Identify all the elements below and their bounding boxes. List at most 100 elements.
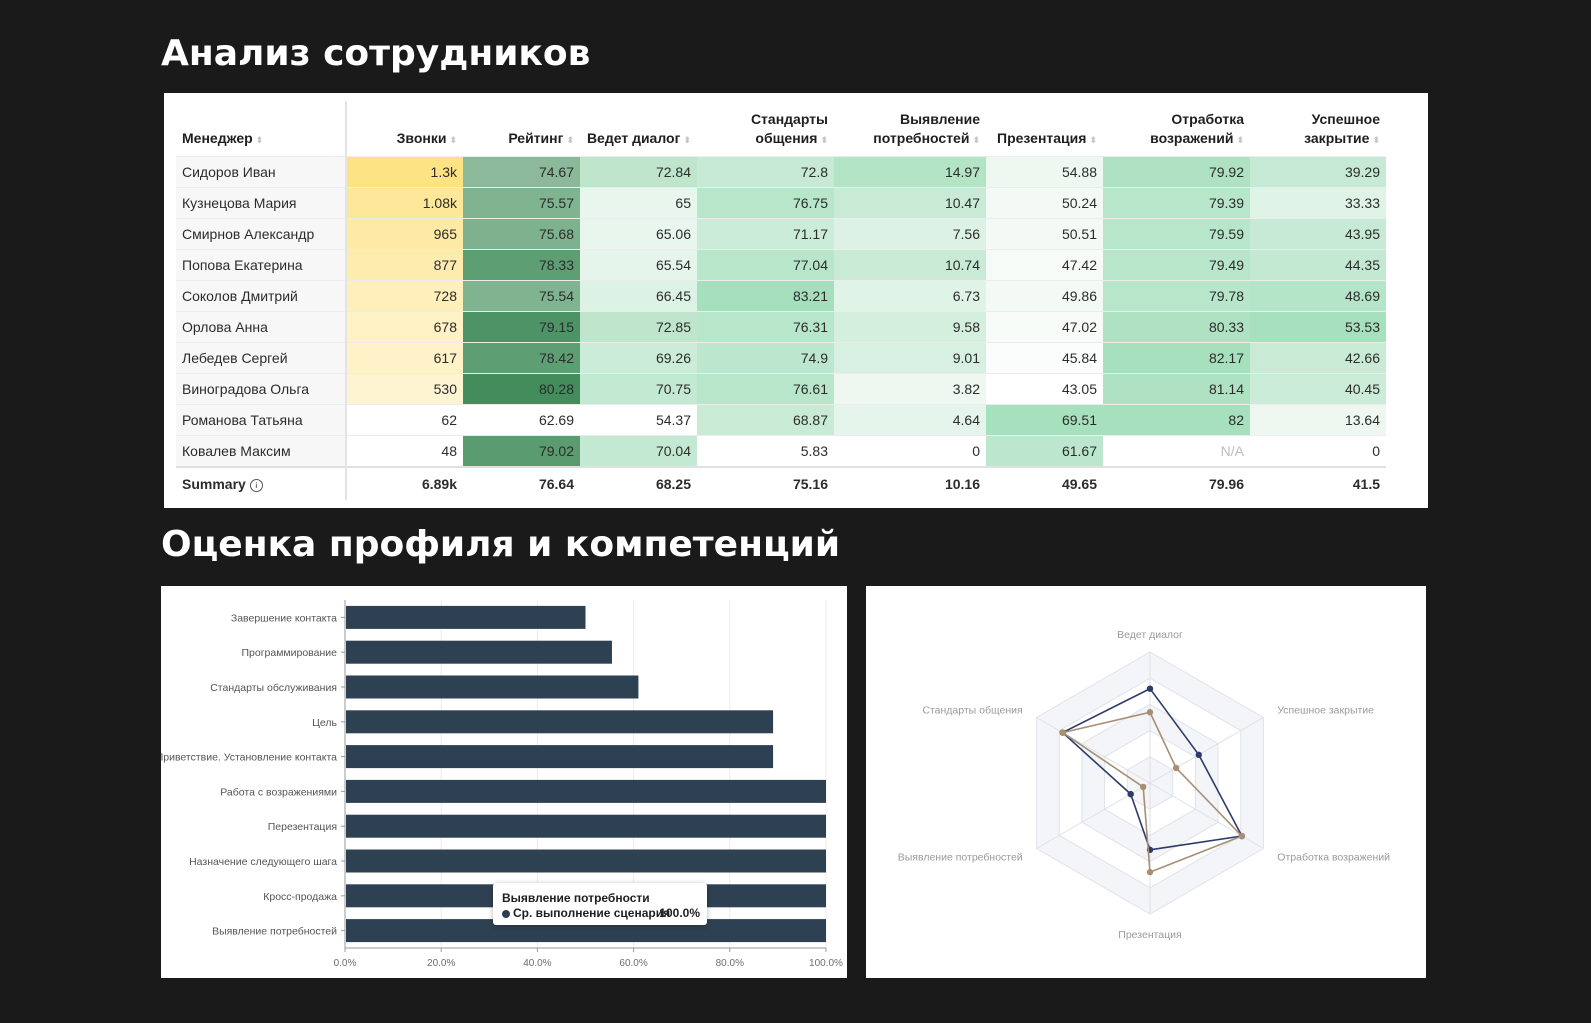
- table-cell: 62: [346, 404, 463, 436]
- bar-chart: 0.0% 20.0% 40.0% 60.0% 80.0% 100.0% Завершение…: [156, 600, 843, 969]
- table-row[interactable]: Виноградова Ольга 530 80.28 70.75 76.61 3.82 4…: [176, 373, 1386, 405]
- sort-icon[interactable]: ⬍: [255, 135, 264, 145]
- tooltip-series: Ср. выполнение сценария: [513, 906, 671, 920]
- table-cell: 80.33: [1103, 311, 1250, 343]
- bar: [346, 640, 612, 664]
- sort-icon[interactable]: ⬍: [1089, 135, 1097, 145]
- table-cell: 33.33: [1250, 187, 1386, 219]
- table-cell: 79.59: [1103, 218, 1250, 250]
- y-category-label: Завершение контакта: [231, 612, 337, 624]
- summary-cell: 76.64: [463, 466, 580, 500]
- bar: [346, 710, 774, 734]
- table-cell: 81.14: [1103, 373, 1250, 405]
- bar: [346, 745, 774, 769]
- section-title-profile: Оценка профиля и компетенций: [161, 524, 841, 565]
- radar-point: [1146, 685, 1154, 692]
- manager-name: Виноградова Ольга: [176, 373, 347, 405]
- table-row[interactable]: Романова Татьяна 62 62.69 54.37 68.87 4.64 69.…: [176, 404, 1386, 436]
- manager-name: Лебедев Сергей: [176, 342, 347, 374]
- table-cell: 77.04: [697, 249, 834, 281]
- table-cell: 75.68: [463, 218, 580, 250]
- manager-name: Соколов Дмитрий: [176, 280, 347, 312]
- column-header-label: Менеджер: [182, 130, 253, 146]
- column-header-label: закрытие: [1304, 130, 1370, 146]
- column-header-5[interactable]: Выявление потребностей ⬍: [834, 101, 986, 157]
- y-category-label: Программирование: [241, 647, 337, 659]
- sort-icon[interactable]: ⬍: [1236, 135, 1244, 145]
- radar-axis: [1036, 717, 1151, 784]
- x-tick-label: 40.0%: [523, 958, 551, 969]
- sort-icon[interactable]: ⬍: [1372, 135, 1380, 145]
- summary-cell: 79.96: [1103, 466, 1250, 500]
- y-category-label: Приветствие. Установление контакта: [161, 752, 337, 764]
- table-cell: 4.64: [834, 404, 986, 436]
- column-header-label: Презентация: [997, 130, 1087, 146]
- x-tick-label: 60.0%: [619, 958, 647, 969]
- table-row[interactable]: Смирнов Александр 965 75.68 65.06 71.17 7.56 5…: [176, 218, 1386, 250]
- series-dot-icon: [502, 909, 510, 918]
- summary-row: Summary i 6.89k 76.64 68.25 75.16 10.16 49.65 79…: [176, 466, 1386, 500]
- tooltip-row: Ср. выполнение сценария 100.0%: [502, 906, 700, 920]
- sort-icon[interactable]: ⬍: [683, 135, 691, 145]
- table-cell: 66.45: [580, 280, 697, 312]
- x-tick-label: 100.0%: [809, 958, 843, 969]
- table-row[interactable]: Лебедев Сергей 617 78.42 69.26 74.9 9.01 45.84…: [176, 342, 1386, 374]
- x-tick-label: 20.0%: [427, 958, 455, 969]
- sort-icon[interactable]: ⬍: [449, 135, 457, 145]
- table-cell: 76.31: [697, 311, 834, 343]
- bar-chart-panel: 0.0% 20.0% 40.0% 60.0% 80.0% 100.0% Завершение…: [156, 586, 847, 978]
- y-category-label: Цель: [312, 717, 337, 729]
- table-row[interactable]: Ковалев Максим 48 79.02 70.04 5.83 0 61.67 N/A 0: [176, 435, 1386, 467]
- table-cell: 0: [834, 435, 986, 467]
- y-category-label: Перезентация: [268, 821, 337, 833]
- column-header-2[interactable]: Рейтинг ⬍: [463, 101, 580, 157]
- table-cell: 5.83: [697, 435, 834, 467]
- column-header-8[interactable]: Успешное закрытие ⬍: [1250, 101, 1386, 157]
- table-row[interactable]: Орлова Анна 678 79.15 72.85 76.31 9.58 47.02 80…: [176, 311, 1386, 343]
- column-header-1[interactable]: Звонки ⬍: [346, 101, 463, 157]
- table-row[interactable]: Соколов Дмитрий 728 75.54 66.45 83.21 6.73 49.…: [176, 280, 1386, 312]
- radar-point: [1139, 783, 1147, 791]
- x-tick-label: 80.0%: [716, 958, 744, 969]
- table-cell: 65: [580, 187, 697, 219]
- summary-cell: 49.65: [986, 466, 1103, 500]
- column-header-label: Рейтинг: [508, 130, 564, 146]
- column-header-3[interactable]: Ведет диалог ⬍: [580, 101, 697, 157]
- radar-point: [1059, 729, 1066, 736]
- table-row[interactable]: Кузнецова Мария 1.08k 75.57 65 76.75 10.47 50.…: [176, 187, 1386, 219]
- column-header-4[interactable]: Стандарты общения ⬍: [697, 101, 834, 157]
- table-cell: 40.45: [1250, 373, 1386, 405]
- info-icon[interactable]: i: [249, 478, 263, 492]
- table-cell: 71.17: [697, 218, 834, 250]
- column-header-label: Ведет диалог: [586, 130, 681, 146]
- sort-icon[interactable]: ⬍: [566, 135, 574, 145]
- column-header-7[interactable]: Отработка возражений ⬍: [1103, 101, 1250, 157]
- table-cell: 53.53: [1250, 311, 1386, 343]
- table-cell: 76.61: [697, 373, 834, 405]
- table-cell: 69.51: [986, 404, 1103, 436]
- table-row[interactable]: Попова Екатерина 877 78.33 65.54 77.04 10.74 4…: [176, 249, 1386, 281]
- radar-point: [1146, 868, 1154, 876]
- table-cell: 75.57: [463, 187, 580, 219]
- manager-name: Ковалев Максим: [176, 435, 347, 467]
- bar: [346, 814, 826, 838]
- table-cell: 728: [346, 280, 463, 312]
- bar: [346, 919, 826, 943]
- table-cell: 42.66: [1250, 342, 1386, 374]
- table-row[interactable]: Сидоров Иван 1.3k 74.67 72.84 72.8 14.97 54.88…: [176, 156, 1386, 188]
- sort-icon[interactable]: ⬍: [972, 135, 980, 145]
- table-cell: 0: [1250, 435, 1386, 467]
- table-cell: 70.75: [580, 373, 697, 405]
- manager-name: Попова Екатерина: [176, 249, 347, 281]
- summary-cell: 75.16: [697, 466, 834, 500]
- column-header-0[interactable]: Менеджер ⬍: [176, 101, 347, 157]
- radar-point: [1195, 751, 1202, 759]
- radar-axis-label: Отработка возражений: [1277, 852, 1390, 864]
- y-category-label: Работа с возражениями: [220, 786, 337, 798]
- table-cell: 678: [346, 311, 463, 343]
- column-header-6[interactable]: Презентация ⬍: [986, 101, 1103, 157]
- y-category-label: Назначение следующего шага: [189, 856, 337, 868]
- sort-icon[interactable]: ⬍: [820, 135, 828, 145]
- manager-name: Романова Татьяна: [176, 404, 347, 436]
- table-cell: 10.47: [834, 187, 986, 219]
